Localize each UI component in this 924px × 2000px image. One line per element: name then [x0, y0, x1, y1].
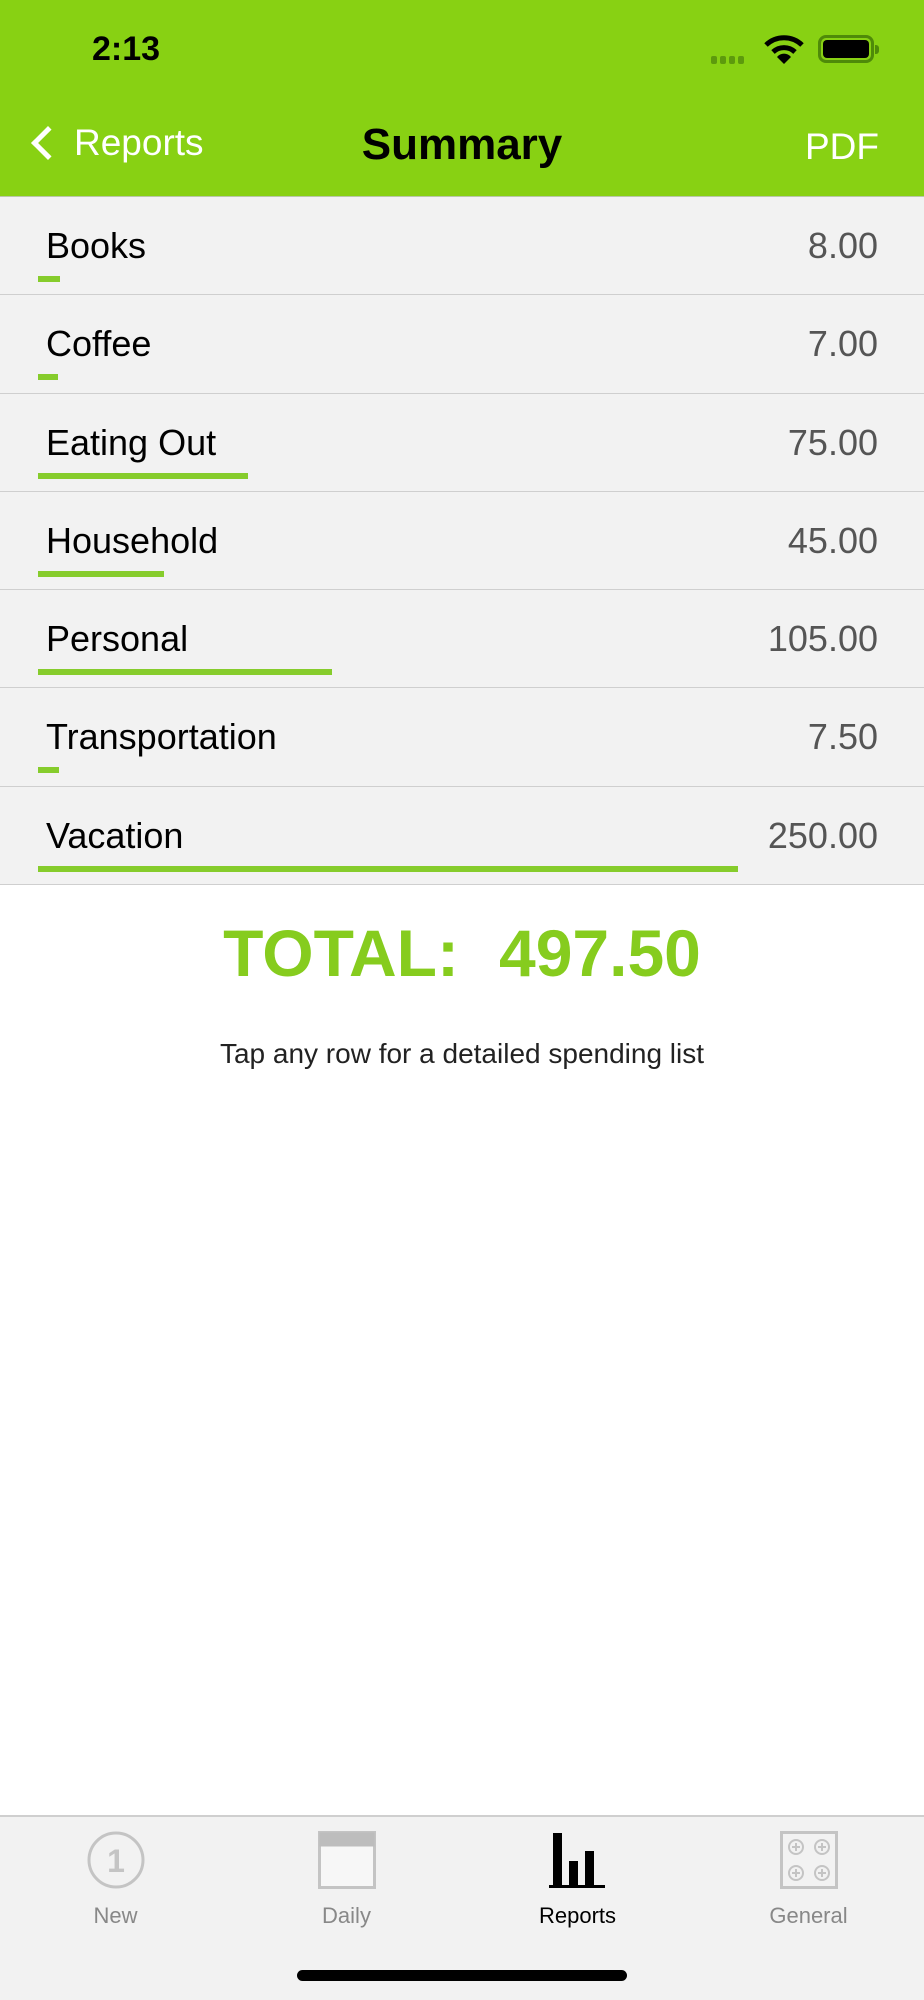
- category-amount: 7.50: [807, 716, 878, 758]
- amount-bar: [38, 570, 164, 577]
- hint-text: Tap any row for a detailed spending list: [219, 1038, 705, 1069]
- category-label: Personal: [46, 618, 189, 660]
- tab-label: General: [769, 1903, 848, 1928]
- tab-label: Daily: [322, 1903, 371, 1928]
- category-label: Vacation: [46, 814, 184, 856]
- category-amount: 250.00: [767, 814, 878, 856]
- category-amount: 105.00: [767, 618, 878, 660]
- settings-grid-icon: [779, 1831, 838, 1889]
- calendar-icon: [317, 1831, 376, 1889]
- category-label: Transportation: [46, 716, 277, 758]
- svg-text:1: 1: [107, 1843, 125, 1879]
- summary-row[interactable]: Transportation 7.50: [0, 688, 924, 787]
- tab-new[interactable]: 1 New: [0, 1829, 231, 1929]
- tab-bar: 1 New Daily Reports General: [0, 1815, 924, 2000]
- summary-row[interactable]: Books 8.00: [0, 197, 924, 296]
- status-time: 2:13: [92, 30, 161, 68]
- category-label: Coffee: [46, 323, 152, 365]
- wifi-icon: [764, 35, 804, 64]
- pdf-button[interactable]: PDF: [805, 126, 879, 167]
- home-indicator[interactable]: [297, 1970, 627, 1981]
- battery-icon: [818, 35, 879, 63]
- bar-chart-icon: [548, 1833, 605, 1888]
- category-label: Household: [46, 519, 219, 561]
- category-amount: 8.00: [807, 225, 878, 266]
- total: TOTAL: 497.50: [0, 915, 924, 991]
- back-button[interactable]: Reports: [28, 122, 204, 164]
- category-label: Eating Out: [46, 421, 217, 463]
- amount-bar: [38, 472, 248, 479]
- summary-row[interactable]: Personal 105.00: [0, 590, 924, 689]
- page-title: Summary: [361, 120, 563, 169]
- amount-bar: [38, 669, 332, 676]
- nav-header: 2:13 Reports Summary PDF: [0, 0, 924, 197]
- category-label: Books: [46, 225, 147, 266]
- summary-row[interactable]: Household 45.00: [0, 491, 924, 591]
- tab-daily[interactable]: Daily: [231, 1829, 462, 1929]
- category-amount: 7.00: [807, 323, 878, 365]
- tab-general[interactable]: General: [693, 1829, 924, 1929]
- back-label: Reports: [74, 122, 204, 163]
- category-amount: 45.00: [787, 519, 878, 561]
- tab-label: New: [93, 1903, 138, 1928]
- summary-row[interactable]: Eating Out 75.00: [0, 393, 924, 492]
- summary-list: Books 8.00 Coffee 7.00 Eating Out 75.00 Househ…: [0, 197, 924, 886]
- amount-bar: [38, 767, 59, 774]
- tab-label: Reports: [538, 1903, 617, 1928]
- summary-row[interactable]: Vacation 250.00: [0, 786, 924, 886]
- amount-bar: [38, 374, 58, 381]
- circle-one-icon: 1: [87, 1831, 144, 1889]
- signal-icon: [711, 56, 744, 64]
- summary-row[interactable]: Coffee 7.00: [0, 295, 924, 394]
- amount-bar: [38, 865, 738, 872]
- tab-reports[interactable]: Reports: [462, 1829, 693, 1929]
- amount-bar: [38, 276, 61, 282]
- total-value: 497.50: [498, 916, 701, 990]
- category-amount: 75.00: [787, 421, 878, 463]
- total-label: TOTAL:: [223, 916, 459, 990]
